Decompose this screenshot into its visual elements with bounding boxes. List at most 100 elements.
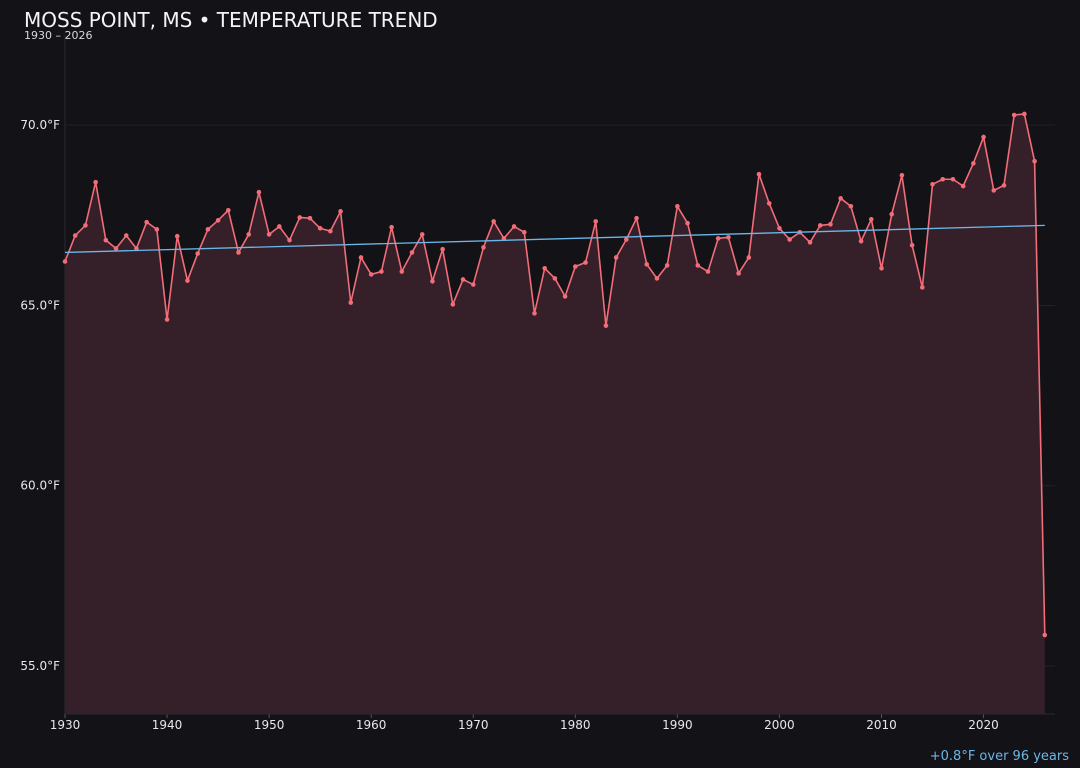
x-tick-label: 2000: [764, 718, 795, 732]
y-tick-label: 65.0°F: [20, 298, 60, 312]
point: [868, 216, 874, 222]
point: [430, 278, 435, 284]
point: [307, 215, 313, 221]
x-tick-label: 2020: [968, 718, 999, 732]
point: [134, 246, 139, 251]
point: [624, 237, 629, 242]
point: [909, 242, 915, 248]
point: [1022, 111, 1027, 117]
point: [256, 189, 262, 195]
point: [879, 266, 884, 271]
point: [328, 228, 333, 234]
point: [491, 219, 496, 224]
point: [266, 232, 272, 237]
point: [379, 269, 384, 274]
point: [62, 259, 68, 264]
chart-subtitle: 1930 – 2026: [24, 29, 92, 42]
point: [960, 183, 966, 189]
point: [583, 260, 588, 265]
point: [277, 224, 282, 229]
point: [1001, 183, 1007, 188]
point: [154, 227, 160, 232]
point: [573, 264, 578, 269]
point: [920, 285, 925, 290]
point: [838, 196, 843, 201]
x-tick-label: 1950: [254, 718, 285, 732]
point: [225, 207, 231, 213]
point: [144, 219, 149, 225]
point: [236, 250, 241, 255]
point: [389, 224, 394, 230]
point: [317, 225, 323, 231]
point: [726, 234, 731, 240]
point: [409, 250, 415, 255]
trend-line: [64, 224, 1045, 254]
point: [460, 277, 466, 282]
point: [746, 255, 752, 260]
point: [174, 233, 180, 239]
point: [440, 246, 445, 252]
point: [481, 245, 486, 250]
point: [1032, 158, 1037, 164]
point: [287, 237, 292, 243]
x-tick-label: 1930: [50, 718, 81, 732]
point: [358, 255, 364, 260]
point: [664, 263, 670, 268]
point: [848, 203, 854, 209]
point: [552, 276, 558, 281]
point: [368, 272, 374, 277]
x-tick-label: 1940: [152, 718, 183, 732]
point: [675, 203, 680, 209]
point: [930, 181, 935, 187]
point: [858, 238, 864, 244]
point: [715, 236, 721, 241]
point: [93, 179, 98, 185]
chart-title: MOSS POINT, MS • TEMPERATURE TREND: [24, 8, 438, 32]
point: [817, 223, 823, 228]
point: [164, 317, 170, 322]
point: [756, 171, 762, 177]
plot-area: 55.0°F 60.0°F 65.0°F 70.0°F 1930 1940 1950 1960…: [20, 35, 1055, 732]
x-tick-label: 1990: [662, 718, 693, 732]
point: [511, 224, 517, 229]
point: [613, 255, 619, 260]
point: [348, 300, 354, 305]
point: [1042, 632, 1048, 638]
point: [777, 225, 782, 231]
point: [971, 161, 976, 166]
point: [113, 246, 119, 251]
point: [828, 222, 833, 227]
point: [419, 232, 425, 237]
point: [634, 215, 639, 221]
y-tick-label: 55.0°F: [20, 659, 60, 673]
point: [215, 218, 221, 223]
point: [787, 237, 792, 242]
x-tick-label: 1970: [458, 718, 489, 732]
area: [65, 113, 1045, 714]
point: [1011, 112, 1017, 118]
point: [593, 219, 599, 224]
point: [542, 266, 547, 271]
point: [521, 229, 527, 235]
point: [297, 215, 303, 220]
y-tick-label: 60.0°F: [20, 479, 60, 493]
point: [338, 209, 343, 214]
point: [654, 276, 660, 281]
x-tick-label: 1960: [356, 718, 387, 732]
x-tick-label: 1980: [560, 718, 591, 732]
point: [736, 271, 741, 276]
point: [807, 240, 813, 245]
point: [185, 278, 190, 283]
point: [603, 323, 609, 328]
point: [695, 263, 701, 268]
point: [399, 269, 405, 274]
point: [644, 262, 650, 267]
point: [83, 223, 88, 228]
point: [991, 188, 997, 193]
point: [205, 227, 211, 232]
point: [685, 220, 690, 226]
point: [72, 233, 78, 238]
x-tick-label: 2010: [866, 718, 897, 732]
point: [705, 269, 711, 274]
